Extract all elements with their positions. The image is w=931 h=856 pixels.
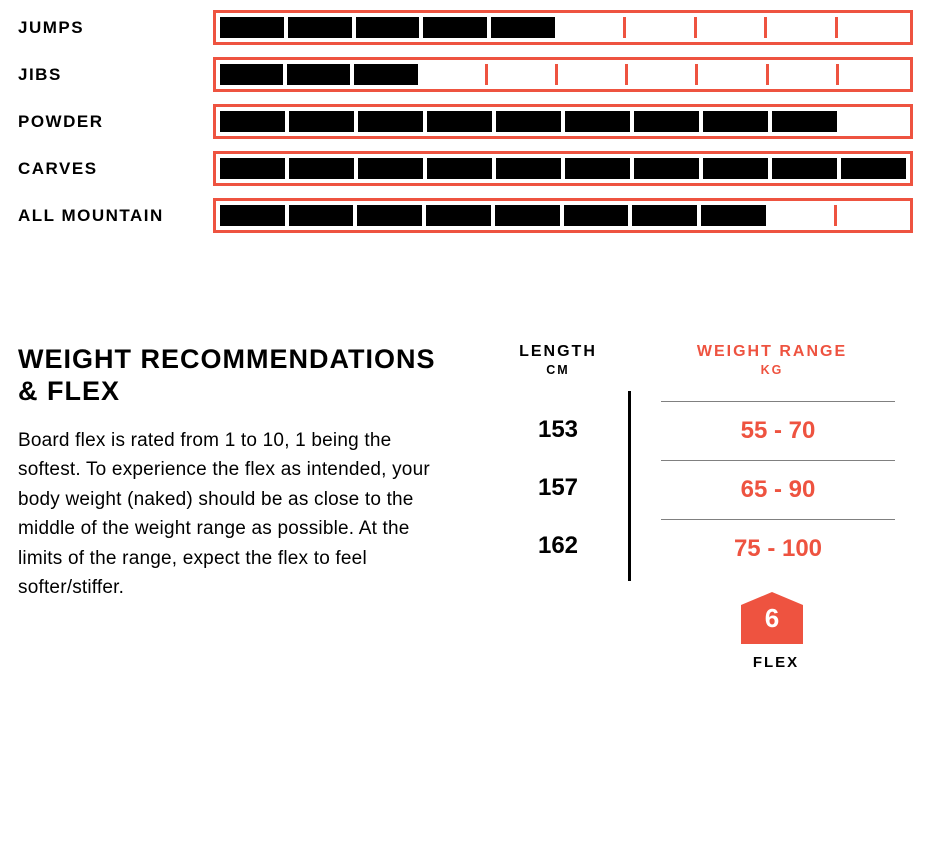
- rating-cell-filled: [496, 158, 561, 179]
- rating-cell-empty: [702, 64, 768, 85]
- weight-table: LENGTH CM 153157162 WEIGHT RANGE KG 55 -…: [488, 343, 913, 671]
- rating-cell-empty: [559, 17, 626, 38]
- rating-bar: [213, 104, 913, 139]
- rating-cell-filled: [288, 17, 352, 38]
- rating-cell-filled: [357, 205, 422, 226]
- rating-row: JUMPS: [18, 10, 913, 45]
- rating-cell-filled: [220, 158, 285, 179]
- rating-cell-empty: [701, 17, 768, 38]
- rating-cell-filled: [495, 205, 560, 226]
- rating-label: POWDER: [18, 112, 213, 132]
- rating-cell-filled: [565, 158, 630, 179]
- length-unit: CM: [488, 363, 628, 377]
- rating-cell-filled: [220, 205, 285, 226]
- range-cell: 75 - 100: [661, 520, 895, 578]
- length-cell: 157: [488, 459, 628, 517]
- rating-cell-filled: [772, 158, 837, 179]
- length-cell: 153: [488, 401, 628, 459]
- range-cell: 55 - 70: [661, 401, 895, 461]
- rating-cell-filled: [701, 205, 766, 226]
- rating-cell-empty: [770, 205, 838, 226]
- rating-cell-filled: [356, 17, 420, 38]
- rating-bar: [213, 198, 913, 233]
- section-body: Board flex is rated from 1 to 10, 1 bein…: [18, 426, 448, 603]
- rating-cell-filled: [491, 17, 555, 38]
- rating-cell-filled: [220, 17, 284, 38]
- rating-cell-filled: [427, 158, 492, 179]
- rating-cell-filled: [289, 111, 354, 132]
- rating-cell-empty: [630, 17, 697, 38]
- rating-cell-empty: [771, 17, 838, 38]
- rating-bars: JUMPS JIBS POWDER CARVES ALL MOUNTAIN: [18, 10, 913, 233]
- rating-cell-filled: [287, 64, 350, 85]
- rating-cell-filled: [427, 111, 492, 132]
- rating-cell-empty: [841, 205, 906, 226]
- rating-cell-filled: [841, 158, 906, 179]
- rating-cell-filled: [423, 17, 487, 38]
- rating-row: ALL MOUNTAIN: [18, 198, 913, 233]
- rating-bar: [213, 57, 913, 92]
- length-cell: 162: [488, 517, 628, 575]
- rating-label: CARVES: [18, 159, 213, 179]
- rating-cell-filled: [289, 205, 354, 226]
- rating-row: POWDER: [18, 104, 913, 139]
- range-unit: KG: [631, 363, 913, 377]
- length-header: LENGTH: [488, 343, 628, 361]
- rating-cell-filled: [703, 158, 768, 179]
- section-heading: WEIGHT RECOMMENDATIONS & FLEX: [18, 343, 448, 408]
- rating-cell-empty: [842, 17, 906, 38]
- rating-cell-filled: [354, 64, 417, 85]
- rating-cell-filled: [220, 111, 285, 132]
- rating-label: JIBS: [18, 65, 213, 85]
- rating-cell-filled: [426, 205, 491, 226]
- rating-cell-filled: [289, 158, 354, 179]
- rating-cell-empty: [773, 64, 839, 85]
- rating-cell-filled: [772, 111, 837, 132]
- rating-cell-filled: [634, 158, 699, 179]
- rating-cell-filled: [496, 111, 561, 132]
- rating-row: CARVES: [18, 151, 913, 186]
- rating-label: JUMPS: [18, 18, 213, 38]
- range-cell: 65 - 90: [661, 461, 895, 520]
- rating-cell-empty: [843, 64, 906, 85]
- rating-cell-empty: [632, 64, 698, 85]
- flex-value: 6: [765, 603, 779, 634]
- flex-label: FLEX: [631, 654, 913, 671]
- rating-row: JIBS: [18, 57, 913, 92]
- rating-cell-empty: [492, 64, 558, 85]
- rating-cell-filled: [632, 205, 697, 226]
- flex-indicator: 6 FLEX: [631, 592, 913, 671]
- rating-cell-empty: [562, 64, 628, 85]
- weight-flex-section: WEIGHT RECOMMENDATIONS & FLEX Board flex…: [18, 343, 913, 671]
- rating-bar: [213, 10, 913, 45]
- rating-cell-filled: [358, 111, 423, 132]
- rating-cell-empty: [841, 111, 906, 132]
- rating-cell-filled: [358, 158, 423, 179]
- rating-cell-filled: [220, 64, 283, 85]
- rating-cell-filled: [703, 111, 768, 132]
- flex-badge: 6: [741, 592, 803, 644]
- range-header: WEIGHT RANGE: [631, 343, 913, 361]
- rating-cell-filled: [634, 111, 699, 132]
- rating-cell-filled: [565, 111, 630, 132]
- rating-cell-empty: [422, 64, 488, 85]
- rating-label: ALL MOUNTAIN: [18, 206, 213, 226]
- rating-bar: [213, 151, 913, 186]
- rating-cell-filled: [564, 205, 629, 226]
